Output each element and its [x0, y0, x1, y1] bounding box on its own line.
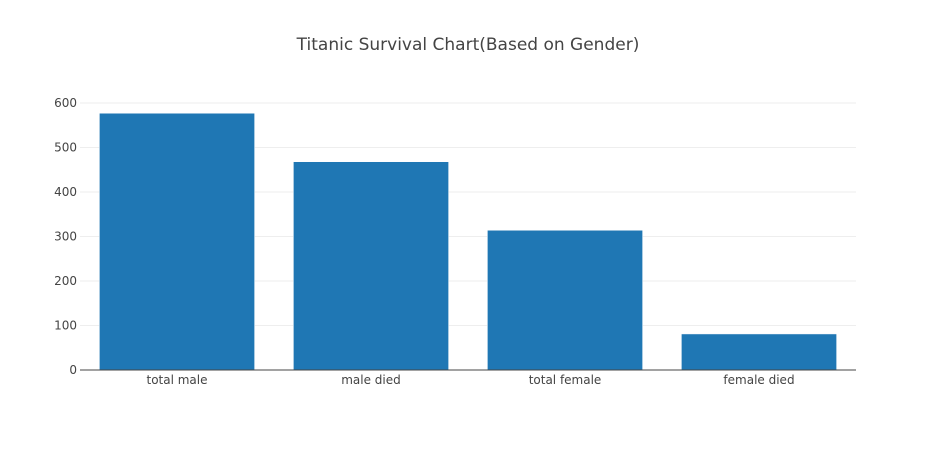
x-tick-label: male died	[341, 373, 401, 387]
x-tick-label: total male	[146, 373, 207, 387]
bar	[293, 161, 449, 371]
bars	[99, 112, 837, 371]
bar	[99, 112, 255, 371]
chart-title: Titanic Survival Chart(Based on Gender)	[296, 35, 640, 55]
y-tick-label: 100	[54, 319, 77, 333]
y-tick-label: 300	[54, 230, 77, 244]
y-axis-ticks: 0 100 200 300 400 500 600	[54, 96, 77, 377]
bar	[681, 333, 837, 371]
x-tick-label: female died	[723, 373, 794, 387]
x-axis-ticks: total male male died total female female di…	[146, 373, 794, 387]
y-tick-label: 600	[54, 96, 77, 110]
y-tick-label: 500	[54, 141, 77, 155]
y-tick-label: 0	[69, 363, 77, 377]
x-tick-label: total female	[529, 373, 602, 387]
y-tick-label: 200	[54, 274, 77, 288]
bar	[487, 230, 643, 371]
y-tick-label: 400	[54, 185, 77, 199]
